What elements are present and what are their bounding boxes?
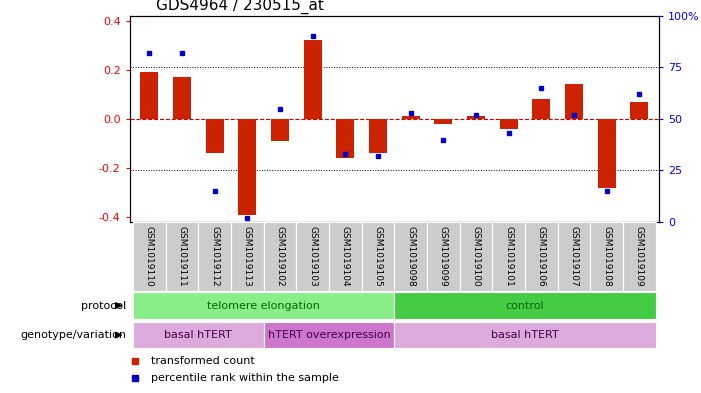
- Bar: [238, 119, 257, 215]
- Bar: [394, 222, 427, 291]
- Text: GSM1019109: GSM1019109: [635, 226, 644, 287]
- Bar: [297, 222, 329, 291]
- Bar: [133, 322, 264, 348]
- Text: GDS4964 / 230515_at: GDS4964 / 230515_at: [156, 0, 324, 15]
- Bar: [623, 222, 655, 291]
- Text: GSM1019103: GSM1019103: [308, 226, 317, 287]
- Text: GSM1019110: GSM1019110: [145, 226, 154, 287]
- Bar: [362, 222, 394, 291]
- Bar: [271, 119, 289, 141]
- Bar: [304, 40, 322, 119]
- Bar: [140, 72, 158, 119]
- Bar: [598, 119, 615, 187]
- Text: GSM1019112: GSM1019112: [210, 226, 219, 287]
- Text: GSM1019106: GSM1019106: [537, 226, 546, 287]
- Bar: [565, 84, 583, 119]
- Bar: [394, 292, 655, 319]
- Text: GSM1019102: GSM1019102: [275, 226, 285, 287]
- Text: GSM1019111: GSM1019111: [177, 226, 186, 287]
- Bar: [336, 119, 354, 158]
- Text: basal hTERT: basal hTERT: [491, 330, 559, 340]
- Bar: [630, 102, 648, 119]
- Text: percentile rank within the sample: percentile rank within the sample: [151, 373, 339, 383]
- Bar: [133, 222, 165, 291]
- Text: GSM1019113: GSM1019113: [243, 226, 252, 287]
- Bar: [264, 222, 297, 291]
- Bar: [500, 119, 517, 129]
- Bar: [402, 116, 420, 119]
- Bar: [492, 222, 525, 291]
- Bar: [525, 222, 558, 291]
- Text: control: control: [505, 301, 544, 310]
- Text: GSM1019100: GSM1019100: [472, 226, 480, 287]
- Text: GSM1019101: GSM1019101: [504, 226, 513, 287]
- Bar: [165, 222, 198, 291]
- Text: genotype/variation: genotype/variation: [20, 330, 126, 340]
- Text: protocol: protocol: [81, 301, 126, 310]
- Text: GSM1019104: GSM1019104: [341, 226, 350, 287]
- Bar: [198, 222, 231, 291]
- Text: GSM1019098: GSM1019098: [406, 226, 415, 287]
- Bar: [205, 119, 224, 153]
- Text: telomere elongation: telomere elongation: [207, 301, 320, 310]
- Bar: [558, 222, 590, 291]
- Text: GSM1019099: GSM1019099: [439, 226, 448, 287]
- Bar: [133, 292, 394, 319]
- Bar: [231, 222, 264, 291]
- Text: basal hTERT: basal hTERT: [165, 330, 232, 340]
- Bar: [173, 77, 191, 119]
- Text: hTERT overexpression: hTERT overexpression: [268, 330, 390, 340]
- Bar: [590, 222, 623, 291]
- Bar: [467, 116, 485, 119]
- Bar: [394, 322, 655, 348]
- Text: transformed count: transformed count: [151, 356, 254, 366]
- Text: GSM1019108: GSM1019108: [602, 226, 611, 287]
- Bar: [329, 222, 362, 291]
- Bar: [369, 119, 387, 153]
- Bar: [460, 222, 492, 291]
- Text: GSM1019107: GSM1019107: [569, 226, 578, 287]
- Bar: [532, 99, 550, 119]
- Bar: [427, 222, 460, 291]
- Text: GSM1019105: GSM1019105: [374, 226, 383, 287]
- Bar: [435, 119, 452, 124]
- Bar: [264, 322, 394, 348]
